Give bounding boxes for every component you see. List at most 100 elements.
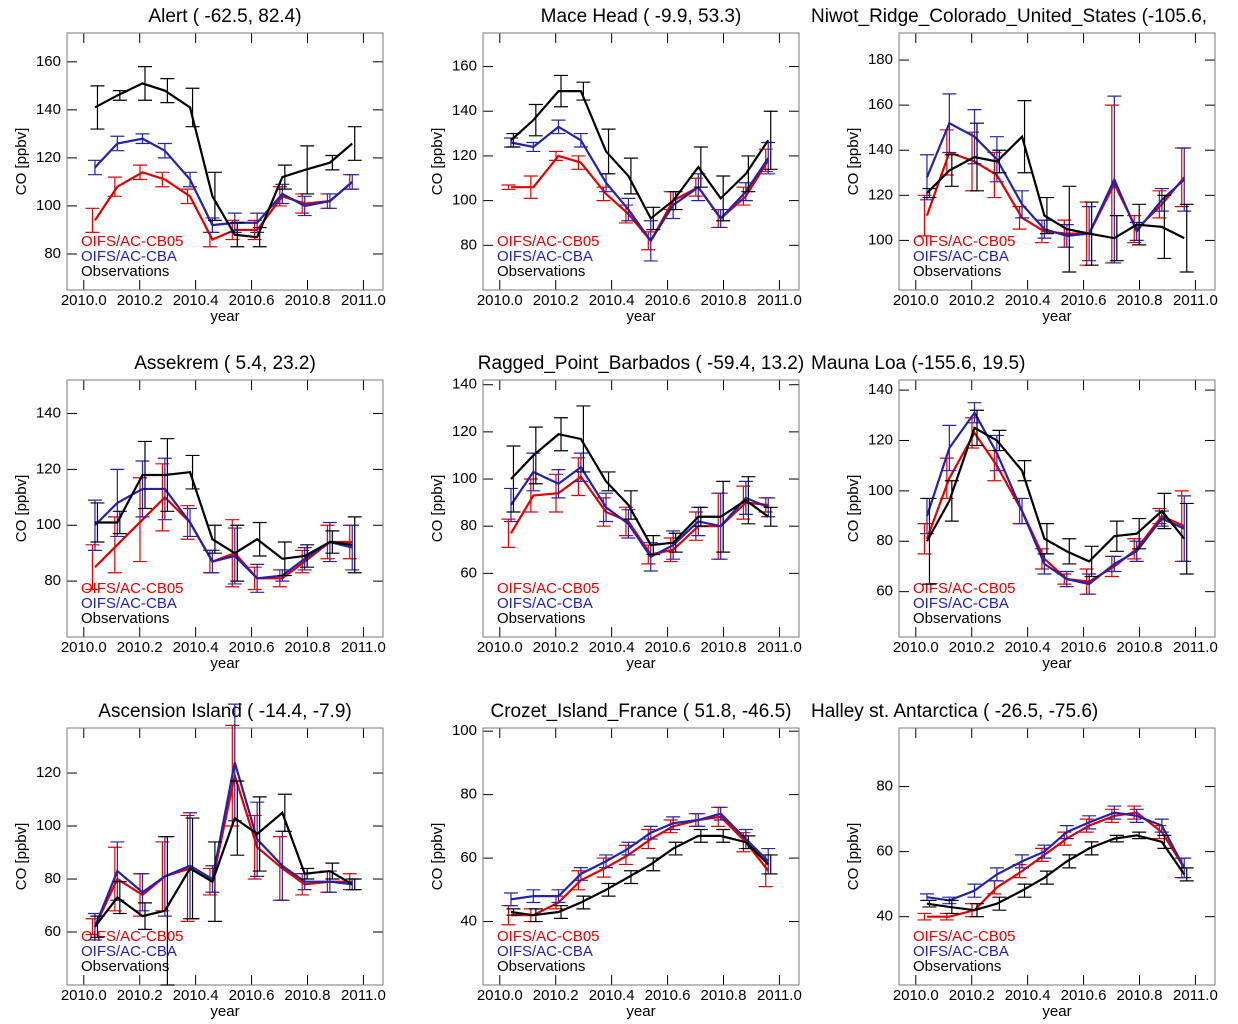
error-bar (347, 878, 362, 891)
legend-entry: Observations (81, 610, 169, 627)
x-tick-label: 2010.2 (117, 292, 163, 309)
error-bar (601, 471, 616, 492)
error-bar (85, 207, 100, 233)
series-line (94, 810, 353, 928)
error-bar (1109, 215, 1124, 262)
error-bar (347, 126, 362, 161)
error-bar (1062, 854, 1077, 869)
series-line (93, 771, 353, 928)
plot-frame (482, 32, 800, 291)
x-tick-label: 2010.2 (533, 987, 579, 1004)
plot-frame (482, 379, 800, 638)
series-line (926, 811, 1186, 902)
series-line (926, 134, 1185, 240)
error-bar (623, 157, 638, 195)
x-axis-label: year (210, 655, 239, 672)
y-axis-label: CO [ppbv] (13, 128, 30, 196)
error-bar (1179, 867, 1194, 882)
legend-entry: OIFS/AC-CB05 (81, 580, 184, 597)
plot-frame (898, 32, 1216, 291)
legend-entry: OIFS/AC-CBA (913, 248, 1009, 265)
y-tick-label: 140 (452, 376, 477, 393)
error-bar (741, 476, 756, 525)
error-bar (185, 817, 200, 920)
y-axis-label: CO [ppbv] (429, 128, 446, 196)
error-bar (763, 854, 778, 875)
x-tick-label: 2010.2 (949, 987, 995, 1004)
x-axis-label: year (626, 655, 655, 672)
x-tick-label: 2010.8 (1117, 292, 1163, 309)
error-bar (763, 110, 778, 170)
y-axis-label: CO [ppbv] (429, 823, 446, 891)
chart-title: Niwot_Ridge_Colorado_United_States (-105… (811, 6, 1207, 27)
error-bar (501, 518, 516, 549)
error-bar (90, 85, 105, 130)
y-tick-label: 100 (452, 722, 477, 739)
x-tick-label: 2010.0 (61, 292, 107, 309)
error-bar (300, 544, 315, 568)
x-tick-label: 2010.6 (645, 987, 691, 1004)
chart-title: Ascension Island ( -14.4, -7.9) (98, 701, 351, 722)
legend-entry: Observations (81, 958, 169, 975)
error-bar (1174, 147, 1189, 208)
plot-frame (898, 727, 1216, 986)
error-bar (987, 880, 1002, 895)
x-tick-label: 2010.4 (589, 987, 635, 1004)
y-tick-label: 100 (868, 482, 893, 499)
x-tick-label: 2010.6 (1061, 987, 1107, 1004)
x-axis-label: year (1042, 655, 1071, 672)
x-tick-label: 2010.6 (229, 987, 275, 1004)
y-tick-label: 100 (452, 192, 477, 209)
y-tick-label: 80 (44, 245, 61, 262)
legend-entry: OIFS/AC-CBA (81, 943, 177, 960)
chart-title: Alert ( -62.5, 82.4) (148, 6, 301, 27)
error-bar (1179, 502, 1194, 575)
series-line (510, 465, 769, 559)
error-bar (1079, 818, 1094, 833)
x-tick-label: 2011.0 (341, 639, 386, 656)
x-tick-label: 2011.0 (341, 987, 386, 1004)
y-tick-label: 100 (452, 470, 477, 487)
y-tick-label: 60 (876, 583, 893, 600)
y-tick-label: 60 (876, 843, 893, 860)
x-tick-label: 2011.0 (341, 292, 386, 309)
y-tick-label: 80 (876, 778, 893, 795)
legend-entry: OIFS/AC-CB05 (497, 928, 600, 945)
x-tick-label: 2010.4 (173, 292, 219, 309)
error-bar (230, 524, 245, 582)
y-tick-label: 160 (36, 53, 61, 70)
error-bar (160, 78, 175, 104)
y-tick-label: 160 (452, 57, 477, 74)
x-tick-label: 2010.2 (949, 639, 995, 656)
error-bar (1012, 497, 1027, 525)
x-tick-label: 2010.6 (229, 639, 275, 656)
x-tick-label: 2010.2 (117, 639, 163, 656)
error-bar (646, 206, 661, 231)
error-bar (85, 544, 100, 591)
error-bar (1039, 196, 1054, 235)
series-line (94, 470, 353, 560)
error-bar (1179, 203, 1194, 273)
legend-entry: OIFS/AC-CB05 (81, 233, 184, 250)
legend-entry: Observations (497, 958, 585, 975)
x-tick-label: 2010.2 (117, 987, 163, 1004)
x-tick-label: 2010.2 (533, 292, 579, 309)
x-tick-label: 2010.8 (1117, 639, 1163, 656)
error-bar (345, 174, 360, 190)
error-bar (1039, 523, 1054, 555)
error-bar (112, 881, 127, 915)
plot-frame (66, 379, 384, 638)
y-axis-label: CO [ppbv] (13, 475, 30, 543)
x-tick-label: 2011.0 (1173, 639, 1218, 656)
y-tick-label: 120 (452, 147, 477, 164)
error-bar (345, 524, 360, 571)
y-tick-label: 120 (36, 764, 61, 781)
series-line (94, 495, 353, 580)
x-tick-label: 2011.0 (757, 292, 802, 309)
error-bar (668, 841, 683, 856)
error-bar (207, 841, 222, 923)
error-bar (917, 194, 932, 237)
x-tick-label: 2010.8 (285, 987, 331, 1004)
